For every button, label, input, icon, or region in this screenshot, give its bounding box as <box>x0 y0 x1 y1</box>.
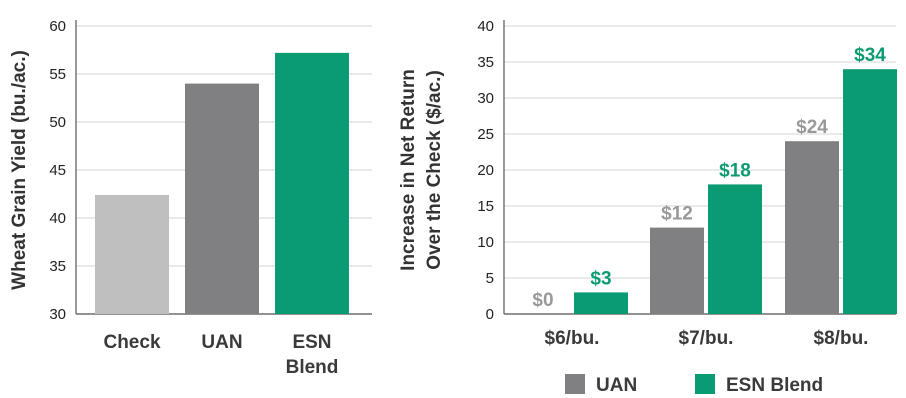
y-tick-label: 50 <box>49 114 66 131</box>
x-tick-label: UAN <box>201 332 242 353</box>
yield-chart: 30 35 40 45 50 55 60 Check UAN ESN Blend Wheat Grai… <box>9 18 372 378</box>
y-axis-label: Increase in Net Return <box>398 69 419 271</box>
x-tick-label: $7/bu. <box>679 328 734 349</box>
bar <box>650 227 704 314</box>
bar <box>95 194 169 314</box>
y-tick-label: 35 <box>49 258 66 275</box>
data-label: $18 <box>719 160 751 181</box>
y-tick-label: 0 <box>486 306 494 323</box>
legend-swatch <box>695 374 715 394</box>
data-label: $0 <box>532 290 553 311</box>
y-tick-label: 30 <box>477 90 494 107</box>
data-label: $24 <box>796 117 828 138</box>
legend-label: ESN Blend <box>726 375 823 396</box>
y-tick-label: 55 <box>49 66 66 83</box>
x-tick-label: Check <box>103 332 160 353</box>
y-tick-label: 25 <box>477 126 494 143</box>
bar <box>843 69 897 314</box>
y-tick-label: 20 <box>477 162 494 179</box>
bar <box>708 184 762 314</box>
data-label: $34 <box>854 45 886 66</box>
y-tick-label: 60 <box>49 18 66 35</box>
x-tick-label: ESN <box>292 332 331 353</box>
bar <box>275 52 349 314</box>
data-label: $12 <box>661 204 693 225</box>
bar <box>574 292 628 314</box>
x-tick-label: Blend <box>286 357 339 378</box>
legend-swatch <box>565 374 585 394</box>
x-tick-label: $6/bu. <box>545 328 600 349</box>
legend: UAN ESN Blend <box>565 374 823 396</box>
y-tick-label: 15 <box>477 198 494 215</box>
bar <box>785 141 839 314</box>
bar <box>185 83 259 314</box>
y-tick-label: 45 <box>49 162 66 179</box>
y-axis-label: Over the Check ($/ac.) <box>424 70 445 270</box>
x-tick-label: $8/bu. <box>814 328 869 349</box>
y-tick-label: 10 <box>477 234 494 251</box>
y-tick-label: 35 <box>477 54 494 71</box>
legend-label: UAN <box>596 375 637 396</box>
y-tick-label: 40 <box>49 210 66 227</box>
net-return-chart: 0 5 10 15 20 25 30 35 40 $6/bu. $7/bu. $8/bu. $0 $12 $… <box>398 18 897 349</box>
y-tick-label: 30 <box>49 306 66 323</box>
data-label: $3 <box>590 268 611 289</box>
y-axis-label: Wheat Grain Yield (bu./ac.) <box>9 50 30 290</box>
y-tick-label: 5 <box>486 270 494 287</box>
y-tick-label: 40 <box>477 18 494 35</box>
